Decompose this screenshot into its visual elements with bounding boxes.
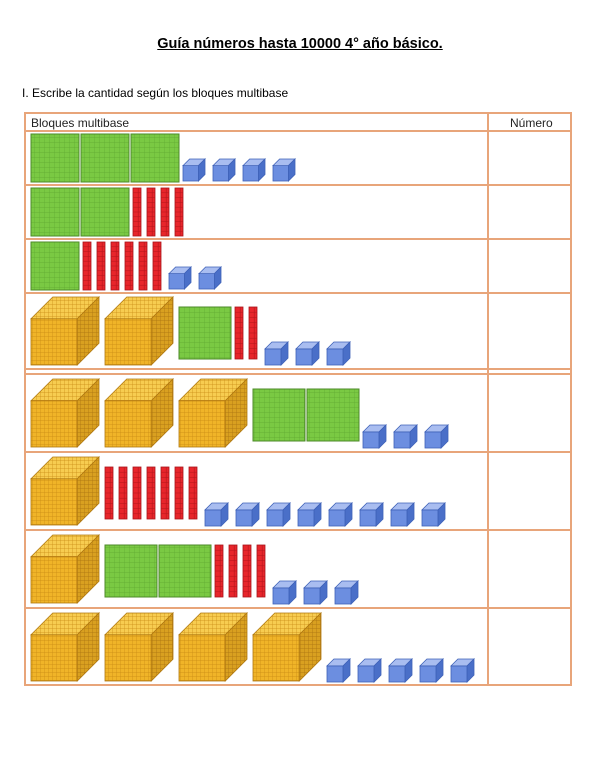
unit-cube [388, 658, 413, 683]
page-title: Guía números hasta 10000 4° año básico. [157, 36, 443, 52]
blocks-row [30, 187, 184, 237]
blocks-row [30, 378, 449, 449]
thousand-block [104, 296, 174, 366]
hundred-block [30, 187, 80, 237]
unit-cube [235, 502, 260, 527]
ten-rod [160, 466, 170, 520]
unit-cube [393, 424, 418, 449]
blocks-row [30, 296, 351, 366]
blocks-table: Bloques multibase Número [24, 112, 572, 686]
ten-rod [242, 544, 252, 598]
ten-rod [174, 187, 184, 237]
ten-rod [214, 544, 224, 598]
thousand-block [30, 612, 100, 682]
answer-cell[interactable] [490, 295, 569, 367]
answer-cell[interactable] [490, 187, 569, 237]
unit-cube [303, 580, 328, 605]
hundred-block [104, 544, 158, 598]
hundred-block [158, 544, 212, 598]
ten-rod [132, 466, 142, 520]
ten-rod [234, 306, 244, 360]
hundred-block [30, 133, 80, 183]
ten-rod [160, 187, 170, 237]
unit-cube [295, 341, 320, 366]
hundred-block [30, 241, 80, 291]
unit-cube [421, 502, 446, 527]
unit-cube [264, 341, 289, 366]
unit-cube [362, 424, 387, 449]
table-border [24, 112, 572, 686]
unit-cube [450, 658, 475, 683]
hundred-block [80, 133, 130, 183]
thousand-block [30, 534, 100, 604]
ten-rod [96, 241, 106, 291]
unit-cube [168, 266, 192, 290]
answer-cell[interactable] [490, 133, 569, 183]
blocks-row [30, 241, 222, 291]
ten-rod [152, 241, 162, 291]
hundred-block [306, 388, 360, 442]
thousand-block [178, 612, 248, 682]
unit-cube [419, 658, 444, 683]
unit-cube [328, 502, 353, 527]
unit-cube [424, 424, 449, 449]
unit-cube [212, 158, 236, 182]
thousand-block [252, 612, 322, 682]
thousand-block [30, 378, 100, 448]
answer-cell[interactable] [490, 241, 569, 291]
ten-rod [248, 306, 258, 360]
ten-rod [188, 466, 198, 520]
unit-cube [272, 158, 296, 182]
unit-cube [266, 502, 291, 527]
ten-rod [124, 241, 134, 291]
ten-rod [228, 544, 238, 598]
unit-cube [357, 658, 382, 683]
thousand-block [30, 296, 100, 366]
blocks-table-drawing: Bloques multibase Número [24, 112, 572, 686]
ten-rod [82, 241, 92, 291]
unit-cube [326, 658, 351, 683]
blocks-row [30, 456, 446, 527]
hundred-block [178, 306, 232, 360]
ten-rod [104, 466, 114, 520]
thousand-block [30, 456, 100, 526]
unit-cube [272, 580, 297, 605]
unit-cube [242, 158, 266, 182]
unit-cube [334, 580, 359, 605]
ten-rod [146, 187, 156, 237]
blocks-row [30, 612, 475, 683]
unit-cube [182, 158, 206, 182]
ten-rod [138, 241, 148, 291]
thousand-block [178, 378, 248, 448]
blocks-row [30, 534, 359, 605]
header-number: Número [510, 116, 553, 130]
thousand-block [104, 612, 174, 682]
header-blocks: Bloques multibase [31, 116, 129, 130]
blocks-row [30, 133, 296, 183]
unit-cube [326, 341, 351, 366]
unit-cube [297, 502, 322, 527]
ten-rod [110, 241, 120, 291]
ten-rod [132, 187, 142, 237]
answer-cell[interactable] [490, 454, 569, 528]
ten-rod [256, 544, 266, 598]
unit-cube [204, 502, 229, 527]
unit-cube [198, 266, 222, 290]
instruction-text: I. Escribe la cantidad según los bloques… [22, 86, 289, 100]
unit-cube [359, 502, 384, 527]
answer-cell[interactable] [490, 610, 569, 684]
answer-cell[interactable] [490, 376, 569, 450]
hundred-block [80, 187, 130, 237]
ten-rod [174, 466, 184, 520]
hundred-block [252, 388, 306, 442]
ten-rod [146, 466, 156, 520]
answer-cell[interactable] [490, 532, 569, 606]
unit-cube [390, 502, 415, 527]
hundred-block [130, 133, 180, 183]
ten-rod [118, 466, 128, 520]
thousand-block [104, 378, 174, 448]
